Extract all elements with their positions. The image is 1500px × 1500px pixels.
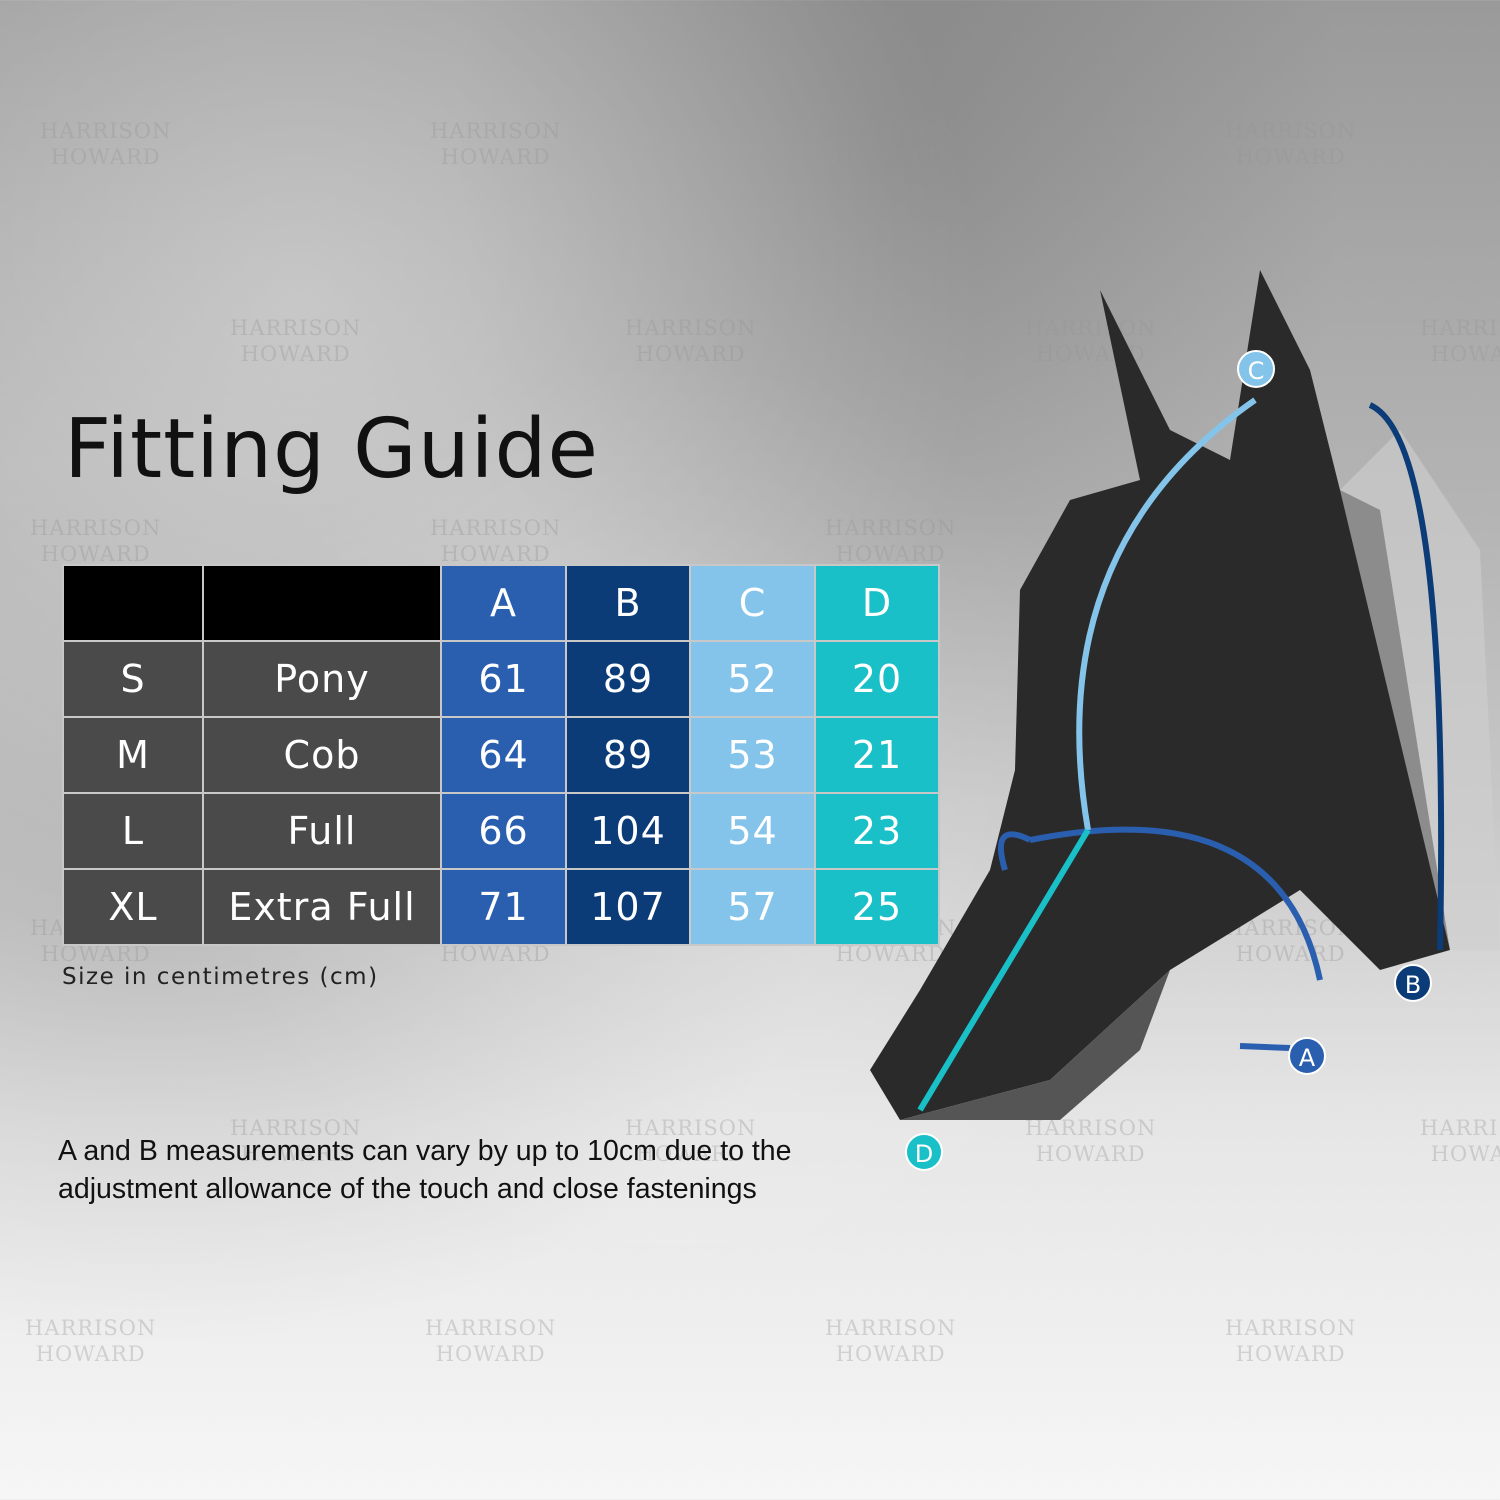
horse-head-shape xyxy=(870,270,1500,1120)
header-a: A xyxy=(442,566,565,640)
horse-fly-mask-illustration xyxy=(870,270,1500,1120)
cell-a: 61 xyxy=(442,642,565,716)
cell-b: 89 xyxy=(567,718,689,792)
page-title: Fitting Guide xyxy=(64,402,599,497)
header-b: B xyxy=(567,566,689,640)
table-row: M Cob 64 89 53 21 xyxy=(64,718,938,792)
cell-b: 107 xyxy=(567,870,689,944)
cell-size: S xyxy=(64,642,202,716)
table-row: S Pony 61 89 52 20 xyxy=(64,642,938,716)
label-c-badge: C xyxy=(1237,350,1275,388)
cell-size: XL xyxy=(64,870,202,944)
cell-type: Pony xyxy=(204,642,440,716)
cell-c: 57 xyxy=(691,870,814,944)
cell-c: 53 xyxy=(691,718,814,792)
arrow-c xyxy=(1076,397,1257,831)
cell-b: 89 xyxy=(567,642,689,716)
table-row: L Full 66 104 54 23 xyxy=(64,794,938,868)
cell-c: 52 xyxy=(691,642,814,716)
measurement-note: A and B measurements can vary by up to 1… xyxy=(58,1135,792,1205)
header-type xyxy=(204,566,440,640)
label-d-badge: D xyxy=(905,1133,943,1171)
table-header-row: A B C D xyxy=(64,566,938,640)
cell-type: Cob xyxy=(204,718,440,792)
table-row: XL Extra Full 71 107 57 25 xyxy=(64,870,938,944)
arrow-a xyxy=(998,826,1323,981)
cell-d: 20 xyxy=(816,642,938,716)
cell-d: 21 xyxy=(816,718,938,792)
arrow-d xyxy=(917,828,1091,1112)
header-c: C xyxy=(691,566,814,640)
cell-d: 23 xyxy=(816,794,938,868)
cell-d: 25 xyxy=(816,870,938,944)
cell-c: 54 xyxy=(691,794,814,868)
arrow-a-small xyxy=(1239,1043,1291,1051)
unit-note: Size in centimetres (cm) xyxy=(62,964,379,990)
cell-size: M xyxy=(64,718,202,792)
cell-a: 64 xyxy=(442,718,565,792)
cell-size: L xyxy=(64,794,202,868)
cell-b: 104 xyxy=(567,794,689,868)
label-a-badge: A xyxy=(1288,1037,1326,1075)
header-d: D xyxy=(816,566,938,640)
cell-type: Extra Full xyxy=(204,870,440,944)
cell-a: 71 xyxy=(442,870,565,944)
size-table: A B C D S Pony 61 89 52 20 M Cob 64 89 53 21 L Full… xyxy=(62,564,940,946)
cell-a: 66 xyxy=(442,794,565,868)
label-b-badge: B xyxy=(1394,964,1432,1002)
arrow-b xyxy=(1368,402,1445,951)
header-size xyxy=(64,566,202,640)
cell-type: Full xyxy=(204,794,440,868)
